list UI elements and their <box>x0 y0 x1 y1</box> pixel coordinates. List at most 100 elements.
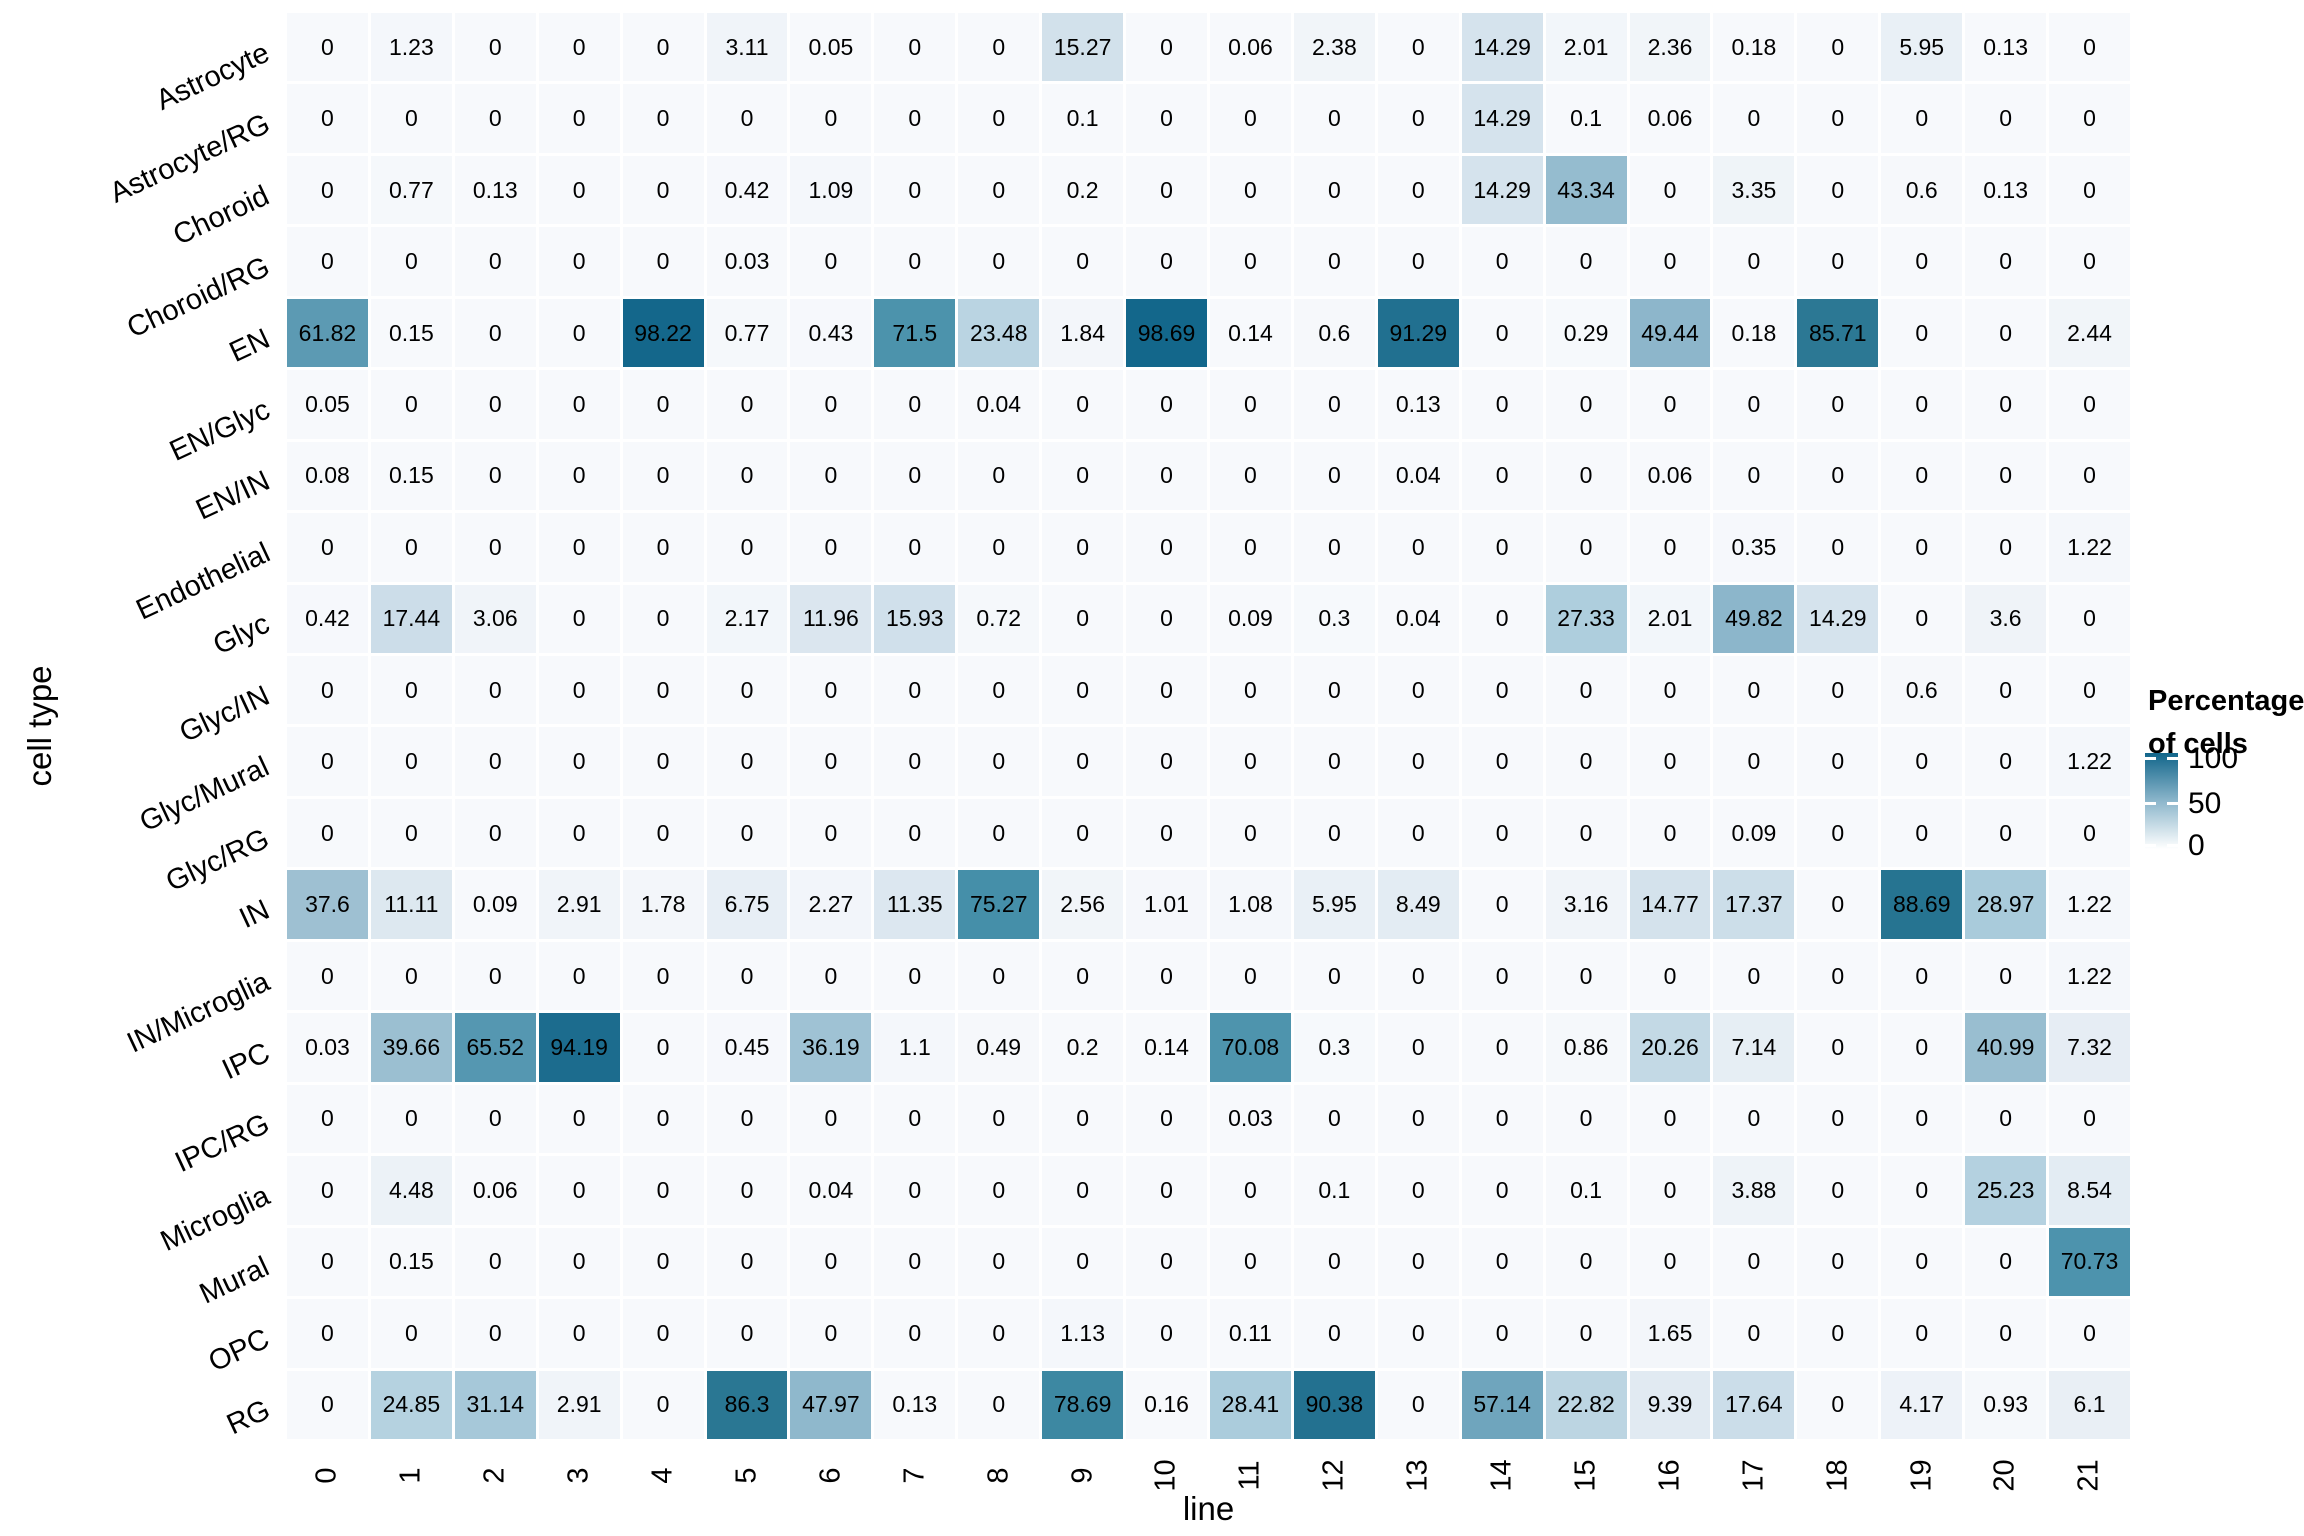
heatmap-tile-Microglia-4: 0 <box>622 1156 704 1225</box>
legend-tick-label-50: 50 <box>2188 787 2222 820</box>
heatmap-tile-Choroid-RG-16: 0 <box>1629 227 1711 296</box>
heatmap-tile-IPC-0: 0.03 <box>287 1013 368 1082</box>
heatmap-tile-Choroid-RG-17: 0 <box>1713 227 1795 296</box>
y-tick-label-Microglia: Microglia <box>155 1179 275 1258</box>
heatmap-tile-Glyc-10: 0 <box>1126 584 1207 654</box>
legend-title-line1: Percentage <box>2148 685 2304 717</box>
heatmap-tile-Microglia-7: 0 <box>874 1156 956 1225</box>
heatmap-tile-Astrocyte-RG-6: 0 <box>790 84 872 153</box>
heatmap-tile-Astrocyte-RG-21: 0 <box>2049 84 2130 153</box>
heatmap-tile-EN-19: 0 <box>1881 298 1963 368</box>
heatmap-tile-Microglia-1: 4.48 <box>370 1156 452 1225</box>
y-tick-label-IN-Microglia: IN/Microglia <box>122 965 275 1060</box>
heatmap-tile-EN-Glyc-11: 0 <box>1209 370 1291 439</box>
heatmap-tile-EN-IN-5: 0 <box>706 441 788 511</box>
heatmap-tile-Choroid-0: 0 <box>287 155 368 225</box>
heatmap-tile-OPC-17: 0 <box>1713 1299 1795 1368</box>
y-tick-label-EN: EN <box>224 322 275 369</box>
heatmap-tile-EN-IN-2: 0 <box>454 441 536 511</box>
heatmap-tile-Choroid-18: 0 <box>1797 155 1879 225</box>
heatmap-tile-EN-IN-7: 0 <box>874 441 956 511</box>
heatmap-tile-Glyc-Mural-5: 0 <box>706 727 788 796</box>
heatmap-tile-EN-Glyc-17: 0 <box>1713 370 1795 439</box>
legend-tick-mark <box>2167 757 2178 760</box>
heatmap-tile-IPC-RG-12: 0 <box>1293 1084 1375 1154</box>
heatmap-tile-RG-15: 22.82 <box>1545 1370 1627 1439</box>
heatmap-tile-Choroid-RG-12: 0 <box>1293 227 1375 296</box>
heatmap-tile-IN-Microglia-12: 0 <box>1293 941 1375 1011</box>
heatmap-tile-Glyc-IN-12: 0 <box>1293 656 1375 725</box>
heatmap-tile-RG-7: 0.13 <box>874 1370 956 1439</box>
heatmap-tile-Choroid-9: 0.2 <box>1042 155 1124 225</box>
heatmap-tile-Glyc-IN-21: 0 <box>2049 656 2130 725</box>
y-tick-label-Endothelial: Endothelial <box>130 536 275 627</box>
heatmap-tile-Glyc-Mural-15: 0 <box>1545 727 1627 796</box>
heatmap-tile-Microglia-19: 0 <box>1881 1156 1963 1225</box>
heatmap-tile-IN-Microglia-4: 0 <box>622 941 704 1011</box>
heatmap-tile-Glyc-RG-9: 0 <box>1042 798 1124 868</box>
heatmap-tile-Astrocyte-3: 0 <box>538 13 620 82</box>
heatmap-tile-EN-IN-9: 0 <box>1042 441 1124 511</box>
heatmap-tile-Glyc-RG-5: 0 <box>706 798 788 868</box>
heatmap-tile-RG-2: 31.14 <box>454 1370 536 1439</box>
heatmap-tile-IN-Microglia-8: 0 <box>958 941 1040 1011</box>
heatmap-tile-IN-20: 28.97 <box>1965 870 2047 939</box>
heatmap-tile-IPC-8: 0.49 <box>958 1013 1040 1082</box>
heatmap-tile-EN-12: 0.6 <box>1293 298 1375 368</box>
heatmap-tile-Glyc-Mural-12: 0 <box>1293 727 1375 796</box>
heatmap-tile-Choroid-RG-4: 0 <box>622 227 704 296</box>
heatmap-tile-RG-11: 28.41 <box>1209 1370 1291 1439</box>
heatmap-tile-EN-IN-4: 0 <box>622 441 704 511</box>
heatmap-tile-Choroid-10: 0 <box>1126 155 1207 225</box>
heatmap-tile-Choroid-13: 0 <box>1377 155 1459 225</box>
heatmap-tile-RG-14: 57.14 <box>1461 1370 1543 1439</box>
heatmap-tile-Endothelial-4: 0 <box>622 513 704 582</box>
heatmap-tile-Glyc-Mural-20: 0 <box>1965 727 2047 796</box>
heatmap-tile-Glyc-IN-11: 0 <box>1209 656 1291 725</box>
heatmap-tile-EN-IN-20: 0 <box>1965 441 2047 511</box>
heatmap-tile-Mural-20: 0 <box>1965 1227 2047 1297</box>
heatmap-tile-Glyc-IN-9: 0 <box>1042 656 1124 725</box>
heatmap-tile-EN-Glyc-7: 0 <box>874 370 956 439</box>
heatmap-tile-Glyc-Mural-21: 1.22 <box>2049 727 2130 796</box>
heatmap-tile-IN-Microglia-3: 0 <box>538 941 620 1011</box>
heatmap-tile-IPC-9: 0.2 <box>1042 1013 1124 1082</box>
heatmap-tile-Glyc-IN-16: 0 <box>1629 656 1711 725</box>
heatmap-tile-Astrocyte-RG-20: 0 <box>1965 84 2047 153</box>
legend-tick-mark <box>2145 844 2156 847</box>
heatmap-tile-EN-IN-18: 0 <box>1797 441 1879 511</box>
heatmap-tile-Microglia-15: 0.1 <box>1545 1156 1627 1225</box>
heatmap-tile-IN-14: 0 <box>1461 870 1543 939</box>
heatmap-tile-IN-Microglia-6: 0 <box>790 941 872 1011</box>
heatmap-tile-OPC-9: 1.13 <box>1042 1299 1124 1368</box>
heatmap-tile-EN-Glyc-10: 0 <box>1126 370 1207 439</box>
heatmap-tile-EN-Glyc-0: 0.05 <box>287 370 368 439</box>
legend-tick-label-0: 0 <box>2188 829 2205 862</box>
heatmap-tile-Glyc-RG-6: 0 <box>790 798 872 868</box>
heatmap-tile-Astrocyte-RG-9: 0.1 <box>1042 84 1124 153</box>
heatmap-tile-Mural-14: 0 <box>1461 1227 1543 1297</box>
heatmap-tile-EN-IN-11: 0 <box>1209 441 1291 511</box>
heatmap-tile-IPC-RG-15: 0 <box>1545 1084 1627 1154</box>
heatmap-tile-IN-Microglia-18: 0 <box>1797 941 1879 1011</box>
heatmap-tile-RG-0: 0 <box>287 1370 368 1439</box>
heatmap-tile-Endothelial-9: 0 <box>1042 513 1124 582</box>
heatmap-tile-Microglia-11: 0 <box>1209 1156 1291 1225</box>
heatmap-tile-EN-Glyc-21: 0 <box>2049 370 2130 439</box>
heatmap-tile-Glyc-Mural-14: 0 <box>1461 727 1543 796</box>
heatmap-tile-Choroid-RG-19: 0 <box>1881 227 1963 296</box>
heatmap-tile-Astrocyte-12: 2.38 <box>1293 13 1375 82</box>
heatmap-tile-IPC-RG-20: 0 <box>1965 1084 2047 1154</box>
heatmap-tile-Glyc-IN-17: 0 <box>1713 656 1795 725</box>
heatmap-tile-IN-Microglia-9: 0 <box>1042 941 1124 1011</box>
heatmap-tile-Astrocyte-RG-2: 0 <box>454 84 536 153</box>
heatmap-tile-Glyc-Mural-4: 0 <box>622 727 704 796</box>
heatmap-tile-Choroid-17: 3.35 <box>1713 155 1795 225</box>
heatmap-tile-Glyc-Mural-1: 0 <box>370 727 452 796</box>
heatmap-tile-IN-5: 6.75 <box>706 870 788 939</box>
heatmap-tile-RG-21: 6.1 <box>2049 1370 2130 1439</box>
heatmap-tile-Choroid-14: 14.29 <box>1461 155 1543 225</box>
heatmap-tile-EN-Glyc-1: 0 <box>370 370 452 439</box>
y-tick-label-EN-Glyc: EN/Glyc <box>164 393 275 468</box>
heatmap-tile-IPC-6: 36.19 <box>790 1013 872 1082</box>
